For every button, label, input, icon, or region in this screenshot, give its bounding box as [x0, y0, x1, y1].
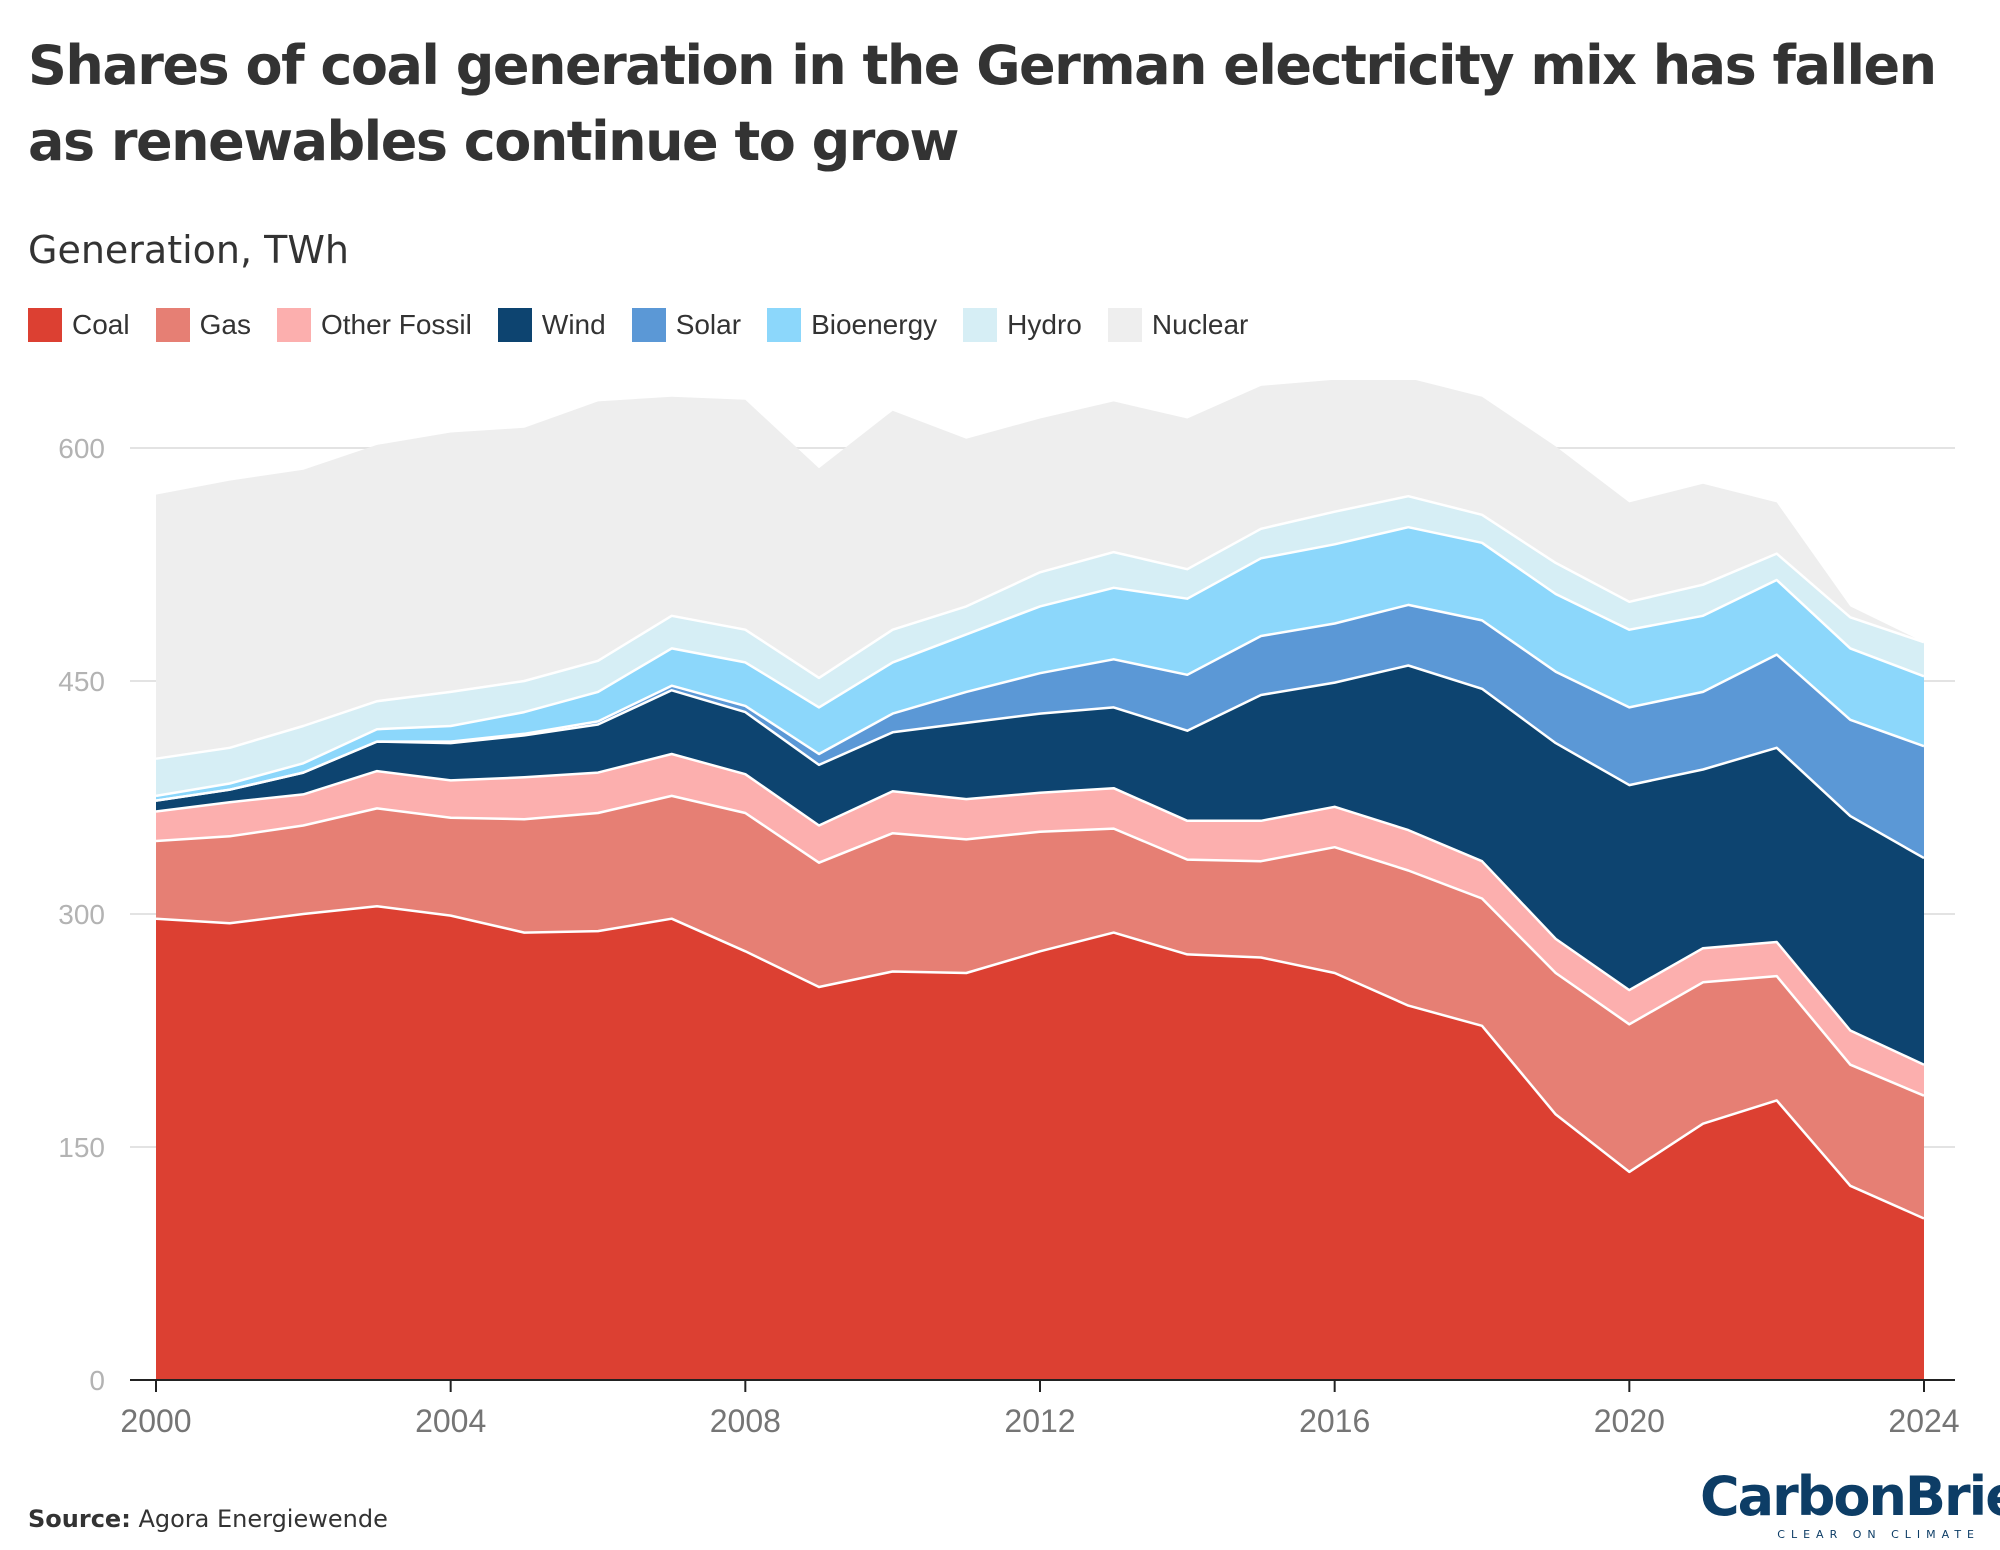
legend-swatch-bioenergy: [767, 308, 802, 342]
x-tick-label-2012: 2012: [1004, 1403, 1075, 1439]
legend-item-nuclear: Nuclear: [1107, 308, 1249, 342]
legend-swatch-solar: [631, 308, 666, 342]
legend-swatch-other-fossil: [276, 308, 311, 342]
boundary-coal: [155, 904, 1925, 1220]
y-tick-label-600: 600: [58, 433, 105, 464]
y-tick-label-0: 0: [89, 1365, 105, 1396]
x-tick-label-2016: 2016: [1299, 1403, 1370, 1439]
legend-item-wind: Wind: [497, 308, 606, 342]
boundary-bioenergy: [155, 525, 1925, 798]
legend-swatch-hydro: [963, 308, 998, 342]
legend-swatch-nuclear: [1107, 308, 1142, 342]
y-tick-label-450: 450: [58, 666, 105, 697]
boundary-other-fossil: [155, 752, 1925, 1066]
y-tick-label-150: 150: [58, 1132, 105, 1163]
boundary-solar: [155, 603, 1925, 802]
stacked-area-chart: 0 150 300 450 600 2000 2004 2008 2012 2016 2020 202…: [58, 380, 1960, 1439]
area-other-fossil: [156, 754, 1924, 1096]
area-gas: [156, 795, 1924, 1219]
source-label: Source:: [28, 1505, 131, 1533]
logo-wordmark: CarbonBrief: [1700, 1465, 2000, 1528]
x-tick-label-2004: 2004: [415, 1403, 486, 1439]
legend-item-coal: Coal: [28, 308, 130, 342]
source-text: Agora Energiewende: [138, 1505, 388, 1533]
legend-swatch-coal: [28, 308, 62, 342]
legend-label-nuclear: Nuclear: [1151, 309, 1249, 340]
legend-item-other-fossil: Other Fossil: [276, 308, 472, 342]
legend-label-coal: Coal: [72, 309, 130, 340]
legend-label-bioenergy: Bioenergy: [811, 309, 938, 340]
legend-swatch-gas: [155, 308, 190, 342]
area-series: [155, 380, 1925, 1380]
chart-title: Shares of coal generation in the German …: [28, 34, 1937, 173]
legend-label-hydro: Hydro: [1007, 309, 1082, 340]
source-note: Source: Agora Energiewende: [28, 1505, 388, 1533]
area-solar: [156, 604, 1924, 859]
legend-label-wind: Wind: [541, 309, 606, 340]
y-tick-label-300: 300: [58, 899, 105, 930]
chart-legend: Coal Gas Other Fossil Wind Solar Bioener…: [28, 308, 1274, 342]
legend-swatch-wind: [497, 308, 532, 342]
x-tick-label-2000: 2000: [120, 1403, 191, 1439]
area-nuclear: [156, 380, 1924, 759]
boundary-gas: [155, 794, 1925, 1097]
x-tick-label-2008: 2008: [710, 1403, 781, 1439]
legend-item-bioenergy: Bioenergy: [767, 308, 937, 342]
legend-item-gas: Gas: [155, 308, 251, 342]
carbonbrief-logo: CarbonBrief CLEAR ON CLIMATE: [1700, 1465, 2000, 1542]
axes: 0 150 300 450 600 2000 2004 2008 2012 2016 2020 202…: [58, 433, 1959, 1439]
logo-tagline: CLEAR ON CLIMATE: [1777, 1528, 1980, 1541]
legend-label-gas: Gas: [199, 309, 251, 340]
legend-label-other-fossil: Other Fossil: [320, 309, 472, 340]
legend-label-solar: Solar: [675, 309, 742, 340]
boundary-wind: [155, 664, 1925, 860]
legend-item-hydro: Hydro: [963, 308, 1082, 342]
x-tick-label-2024: 2024: [1888, 1403, 1959, 1439]
legend-item-solar: Solar: [631, 308, 742, 342]
x-tick-label-2020: 2020: [1594, 1403, 1665, 1439]
area-wind: [156, 665, 1924, 1065]
area-bioenergy: [156, 527, 1924, 801]
boundary-hydro: [155, 494, 1925, 760]
area-coal: [156, 906, 1924, 1380]
chart-subtitle: Generation, TWh: [28, 228, 350, 272]
